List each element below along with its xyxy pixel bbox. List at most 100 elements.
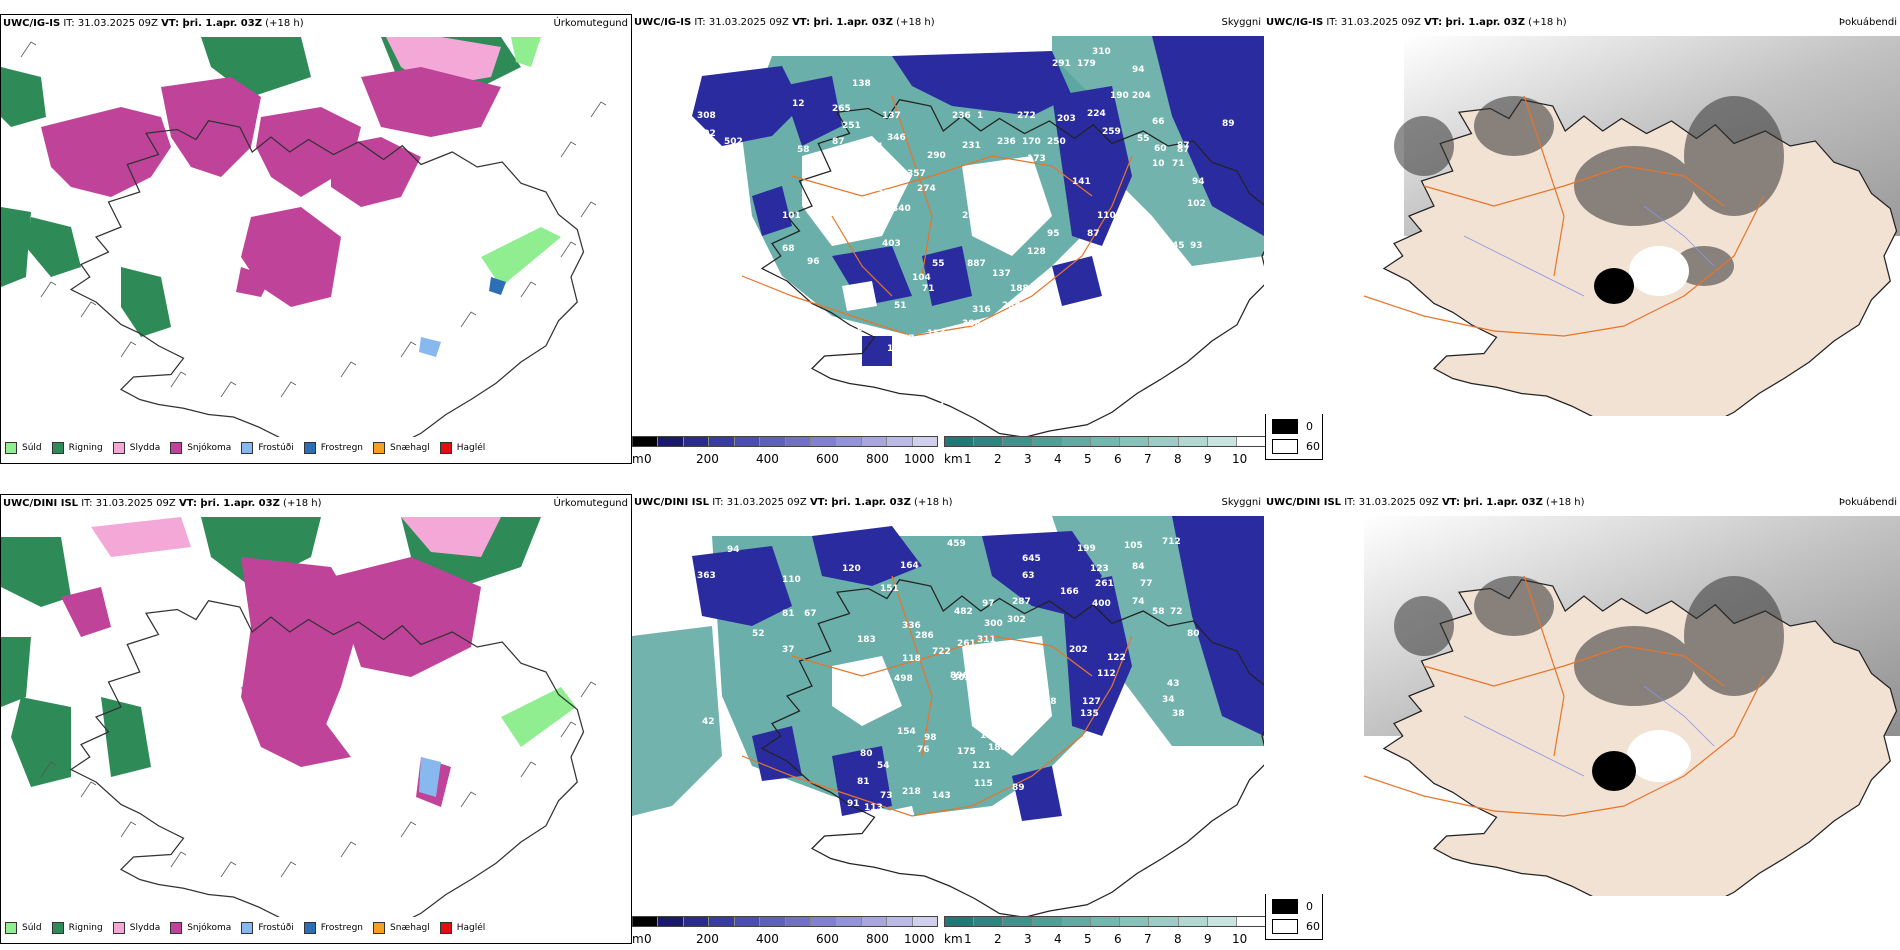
svg-text:26: 26 (1060, 799, 1073, 809)
svg-text:45: 45 (1172, 241, 1185, 251)
legend-item: Snæhagl (373, 442, 430, 454)
svg-text:80: 80 (860, 749, 873, 759)
ceiling-bar (632, 916, 938, 927)
svg-text:512: 512 (987, 199, 1006, 209)
visibility-tick: 3 (1024, 452, 1032, 466)
svg-text:274: 274 (917, 184, 936, 194)
svg-text:311: 311 (977, 635, 996, 645)
svg-text:308: 308 (962, 319, 981, 329)
svg-text:755: 755 (972, 174, 991, 184)
visibility-tick: 9 (1204, 452, 1212, 466)
svg-text:106: 106 (902, 359, 921, 369)
svg-text:71: 71 (922, 284, 935, 294)
svg-text:12: 12 (792, 99, 805, 109)
svg-text:44: 44 (1062, 347, 1075, 357)
svg-text:236: 236 (997, 137, 1016, 147)
svg-text:105: 105 (1124, 541, 1143, 551)
svg-text:184: 184 (864, 142, 883, 152)
svg-text:92: 92 (902, 844, 915, 854)
svg-text:127: 127 (1082, 697, 1101, 707)
svg-text:199: 199 (1077, 544, 1096, 554)
cloud-swatch-white (1272, 919, 1298, 934)
svg-text:261: 261 (957, 639, 976, 649)
visibility-tick: 1 (964, 452, 972, 466)
svg-text:113: 113 (864, 803, 883, 813)
precip-map (1, 37, 631, 437)
svg-text:13: 13 (1012, 323, 1025, 333)
ceiling-tick: 1000 (904, 932, 935, 946)
visibility-tick: 2 (994, 932, 1002, 946)
svg-text:173: 173 (1027, 154, 1046, 164)
panel-type-label: Skyggni (1221, 497, 1261, 508)
svg-text:180: 180 (988, 743, 1007, 753)
legend-swatch (241, 922, 254, 934)
panel-title: UWC/DINI ISL IT: 31.03.2025 09Z VT: þri.… (1266, 497, 1585, 508)
svg-text:498: 498 (894, 674, 913, 684)
visibility-bar (944, 916, 1266, 927)
svg-text:77: 77 (1140, 579, 1153, 589)
svg-text:295: 295 (877, 189, 896, 199)
ceiling-tick: 800 (866, 932, 889, 946)
svg-text:38: 38 (1172, 709, 1185, 719)
svg-text:287: 287 (1012, 597, 1031, 607)
svg-text:37: 37 (782, 645, 795, 655)
svg-text:190: 190 (1110, 91, 1129, 101)
svg-text:71: 71 (1172, 159, 1185, 169)
legend-swatch (303, 442, 316, 454)
legend-swatch (439, 922, 452, 934)
svg-text:87: 87 (832, 137, 845, 147)
svg-text:81: 81 (857, 777, 870, 787)
svg-text:54: 54 (877, 761, 890, 771)
frost-areas (419, 277, 506, 357)
fog-index-panel-ig: UWC/IG-IS IT: 31.03.2025 09Z VT: þri. 1.… (1264, 14, 1900, 416)
ceiling-tick: 800 (866, 452, 889, 466)
svg-text:121: 121 (972, 761, 991, 771)
ceiling-tick: 600 (816, 932, 839, 946)
visibility-bar (944, 436, 1266, 447)
ceiling-bar (632, 436, 938, 447)
svg-text:643: 643 (757, 521, 776, 531)
legend-swatch (373, 442, 386, 454)
svg-text:282: 282 (962, 211, 981, 221)
precip-map (1, 517, 597, 917)
svg-text:94: 94 (727, 545, 740, 555)
panel-title: UWC/IG-IS IT: 31.03.2025 09Z VT: þri. 1.… (634, 17, 935, 28)
svg-text:722: 722 (932, 647, 951, 657)
svg-text:712: 712 (1162, 537, 1181, 547)
svg-text:98: 98 (1044, 697, 1057, 707)
svg-text:302: 302 (697, 129, 716, 139)
svg-text:34: 34 (1162, 695, 1175, 705)
svg-text:218: 218 (902, 787, 921, 797)
visibility-tick: 4 (1054, 452, 1062, 466)
svg-text:896: 896 (950, 671, 969, 681)
svg-text:179: 179 (1077, 59, 1096, 69)
svg-text:91: 91 (847, 799, 860, 809)
ceiling-colorbar: m 0 200 400 600 800 1000 (632, 916, 942, 946)
svg-text:188: 188 (1010, 284, 1029, 294)
svg-text:122: 122 (1107, 653, 1126, 663)
svg-text:304: 304 (852, 157, 871, 167)
svg-text:302: 302 (1007, 615, 1026, 625)
ceiling-tick: 400 (756, 452, 779, 466)
svg-text:143: 143 (1010, 659, 1029, 669)
svg-text:272: 272 (1017, 111, 1036, 121)
svg-text:67: 67 (804, 609, 817, 619)
wind-barbs (20, 41, 607, 398)
ceiling-tick: 1000 (904, 452, 935, 466)
svg-text:51: 51 (894, 864, 907, 874)
svg-text:66: 66 (1152, 117, 1165, 127)
svg-text:102: 102 (1187, 199, 1206, 209)
visibility-tick: 4 (1054, 932, 1062, 946)
visibility-tick: 1 (964, 932, 972, 946)
svg-text:52: 52 (922, 867, 935, 877)
svg-text:54: 54 (932, 402, 945, 412)
svg-text:286: 286 (915, 631, 934, 641)
svg-text:72: 72 (1170, 607, 1183, 617)
svg-text:110: 110 (782, 575, 801, 585)
legend-item: Rigning (51, 442, 103, 454)
visibility-tick: 8 (1174, 932, 1182, 946)
legend-swatch (5, 442, 17, 454)
legend-item: Haglél (439, 442, 485, 454)
legend-item: Súld (5, 442, 42, 454)
svg-text:104: 104 (912, 273, 931, 283)
